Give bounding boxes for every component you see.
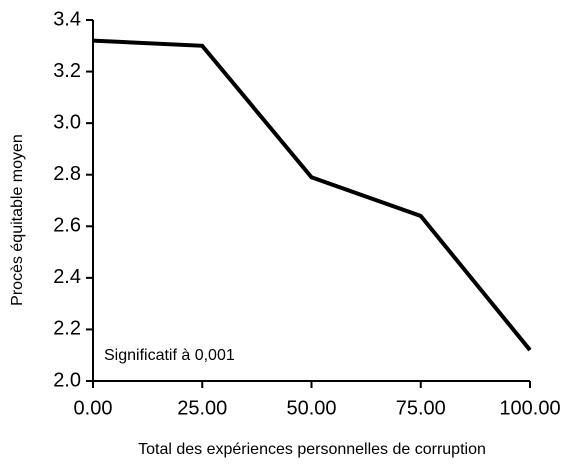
y-tick-label: 3.4 (53, 8, 81, 30)
x-tick-label: 100.00 (499, 397, 560, 419)
y-tick-label: 3.0 (53, 111, 81, 133)
y-tick-label: 3.2 (53, 60, 81, 82)
y-tick-label: 2.8 (53, 163, 81, 185)
x-tick-label: 50.00 (286, 397, 336, 419)
y-axis-label: Procès équitable moyen (9, 134, 26, 306)
y-tick-label: 2.0 (53, 369, 81, 391)
x-tick-label: 25.00 (177, 397, 227, 419)
x-tick-label: 0.00 (74, 397, 113, 419)
data-line (92, 38, 532, 352)
x-tick-label: 75.00 (396, 397, 446, 419)
annotation: Significatif à 0,001 (104, 347, 235, 364)
y-tick-label: 2.6 (53, 215, 81, 237)
y-tick-label: 2.4 (53, 266, 81, 288)
y-tick-label: 2.2 (53, 318, 81, 340)
x-axis-label: Total des expériences personnelles de co… (138, 441, 486, 458)
